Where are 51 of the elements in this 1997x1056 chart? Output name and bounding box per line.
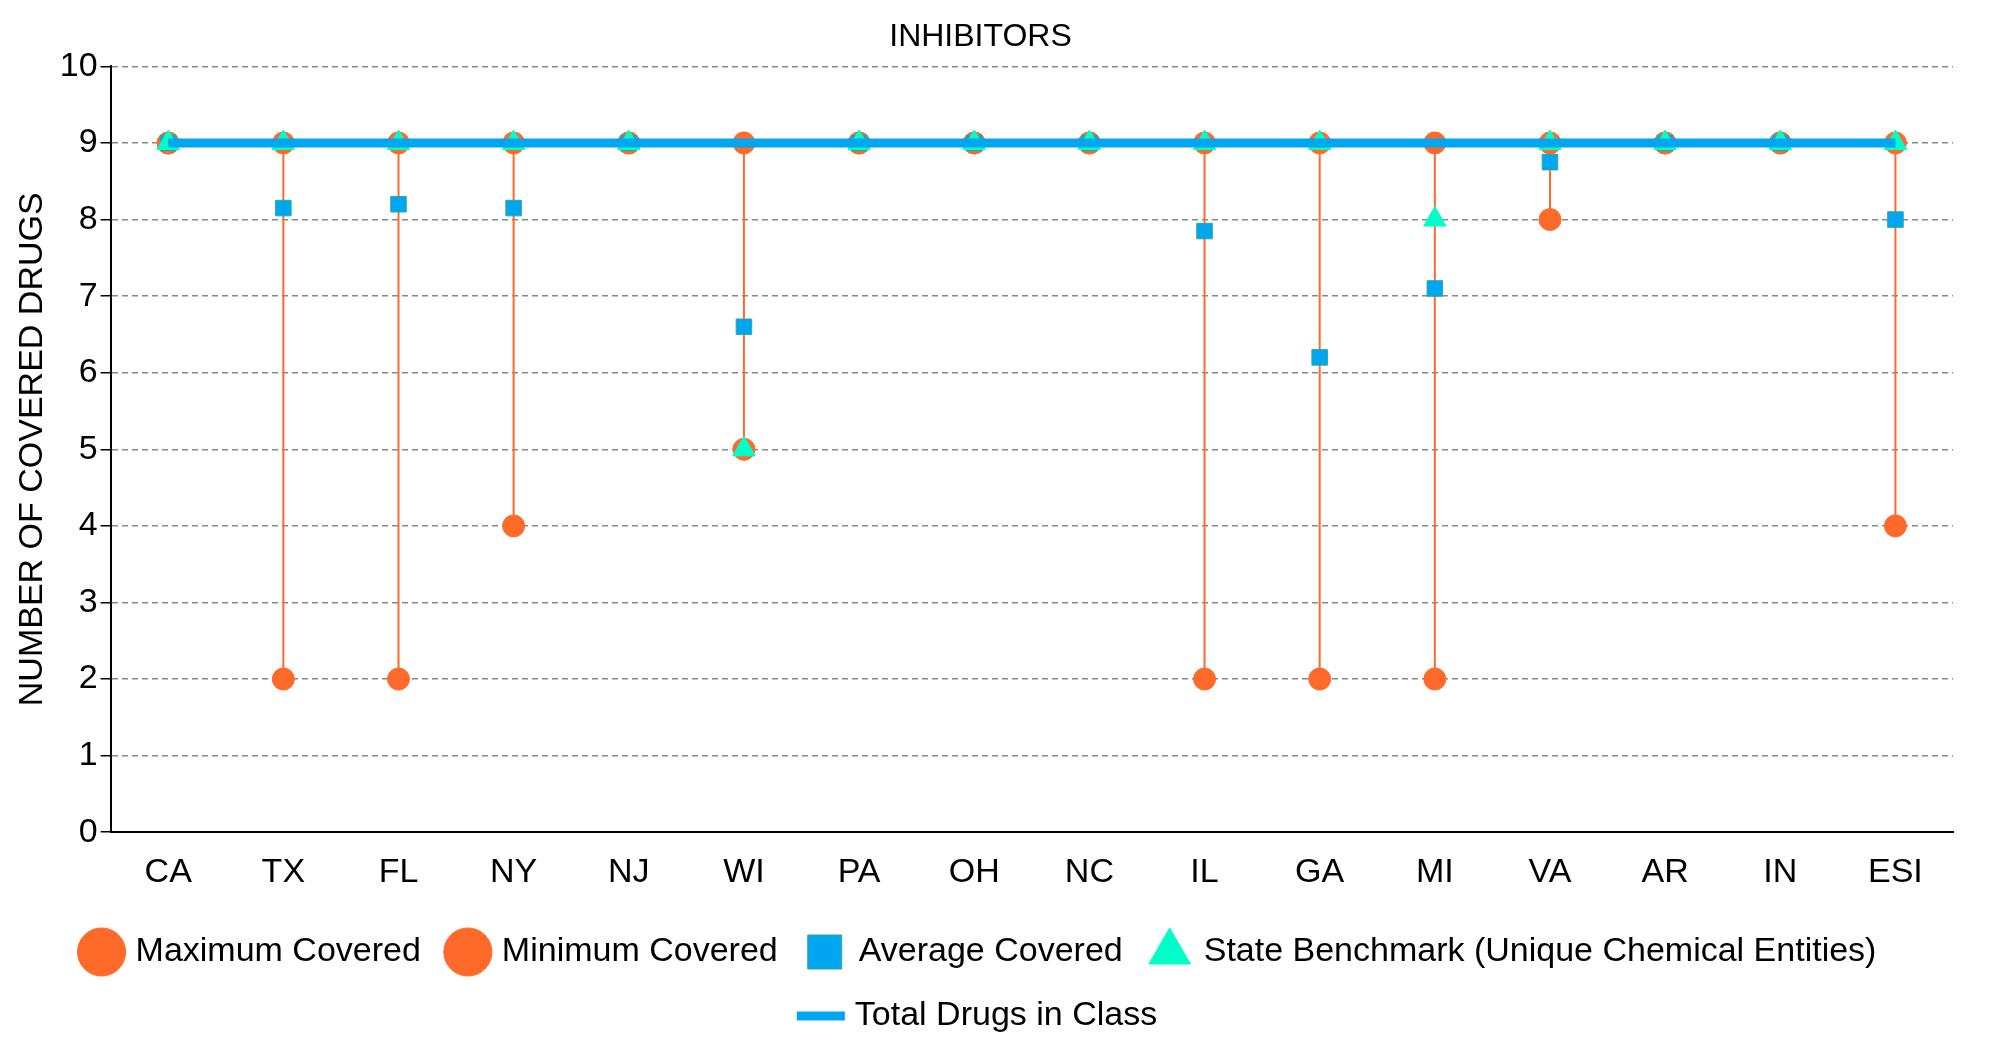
y-tick-label: 2 [78, 657, 98, 696]
point [1887, 211, 1904, 228]
point [1426, 280, 1444, 297]
point [1311, 349, 1328, 366]
y-tick-label: 7 [78, 274, 98, 313]
point [502, 514, 526, 538]
point [1193, 667, 1217, 691]
x-tick-label: OH [948, 850, 1000, 889]
point [1196, 222, 1213, 240]
point [1423, 667, 1447, 691]
legend-label: Total Drugs in Class [854, 994, 1158, 1033]
point [1541, 153, 1559, 171]
x-tick-label: FL [378, 850, 419, 889]
point [735, 318, 753, 336]
x-tick-label: AR [1641, 850, 1689, 889]
x-tick-label: VA [1528, 850, 1572, 889]
y-tick-label: 6 [78, 351, 98, 390]
y-tick-label: 3 [78, 580, 98, 619]
legend-label: Minimum Covered [501, 930, 778, 969]
x-tick-label: TX [261, 850, 306, 889]
x-tick-label: NY [490, 850, 538, 889]
point [1883, 514, 1907, 538]
x-tick-label: WI [723, 850, 765, 889]
chart-title: INHIBITORS [889, 17, 1072, 54]
x-tick-label: CA [144, 850, 193, 889]
x-tick-label: MI [1415, 850, 1454, 889]
x-tick-label: NJ [608, 850, 650, 889]
y-axis-title: NUMBER OF COVERED DRUGS [10, 192, 49, 707]
point [275, 199, 292, 217]
x-tick-label: IL [1190, 850, 1219, 889]
x-tick-label: PA [837, 850, 881, 889]
point [390, 195, 407, 213]
legend-label: Average Covered [858, 930, 1123, 969]
y-tick-label: 4 [78, 504, 98, 543]
point [505, 199, 522, 217]
point [1538, 208, 1562, 232]
point [271, 667, 295, 691]
x-tick-label: NC [1064, 850, 1114, 889]
y-tick-label: 8 [78, 197, 98, 236]
y-tick-label: 1 [78, 733, 98, 772]
point [1308, 667, 1332, 691]
y-tick-label: 10 [59, 44, 98, 83]
point [386, 667, 410, 691]
legend-label: Maximum Covered [135, 930, 421, 969]
y-tick-label: 5 [78, 427, 98, 466]
legend-label: State Benchmark (Unique Chemical Entities) [1203, 930, 1877, 969]
x-tick-label: IN [1763, 850, 1798, 889]
y-tick-label: 0 [78, 810, 98, 849]
y-tick-label: 9 [78, 121, 98, 160]
x-tick-label: GA [1295, 850, 1345, 889]
x-tick-label: ESI [1868, 850, 1923, 889]
